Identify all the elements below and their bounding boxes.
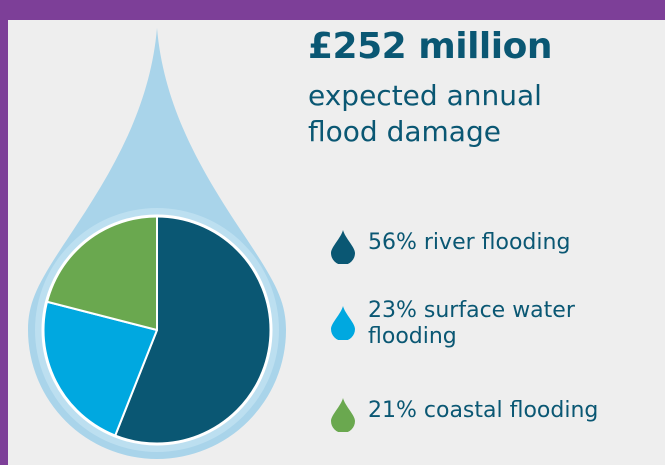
- drop-icon: [331, 230, 355, 264]
- legend-label-surface: 23% surface water flooding: [368, 298, 658, 350]
- drop-icon-shape: [331, 306, 355, 340]
- legend-label-river: 56% river flooding: [368, 230, 658, 256]
- headline-subtitle: expected annual flood damage: [308, 78, 608, 150]
- headline-amount: £252 million: [308, 26, 552, 67]
- headline-line-1: expected annual: [308, 79, 542, 112]
- drop-icon: [331, 306, 355, 340]
- legend-item-surface: 23% surface water flooding: [330, 298, 658, 350]
- pie-chart: [35, 208, 279, 452]
- legend-label-coastal: 21% coastal flooding: [368, 398, 658, 424]
- drop-icon-shape: [331, 398, 355, 432]
- pie-border: [41, 214, 273, 446]
- legend-label-line: 23% surface water: [368, 298, 575, 323]
- legend-label-line: 21% coastal flooding: [368, 398, 599, 423]
- legend-item-coastal: 21% coastal flooding: [330, 398, 658, 432]
- drop-icon: [331, 398, 355, 432]
- legend-label-line: 56% river flooding: [368, 230, 571, 255]
- legend-label-line: flooding: [368, 324, 457, 349]
- legend-item-river: 56% river flooding: [330, 230, 658, 264]
- headline-line-2: flood damage: [308, 115, 501, 148]
- drop-icon-shape: [331, 230, 355, 264]
